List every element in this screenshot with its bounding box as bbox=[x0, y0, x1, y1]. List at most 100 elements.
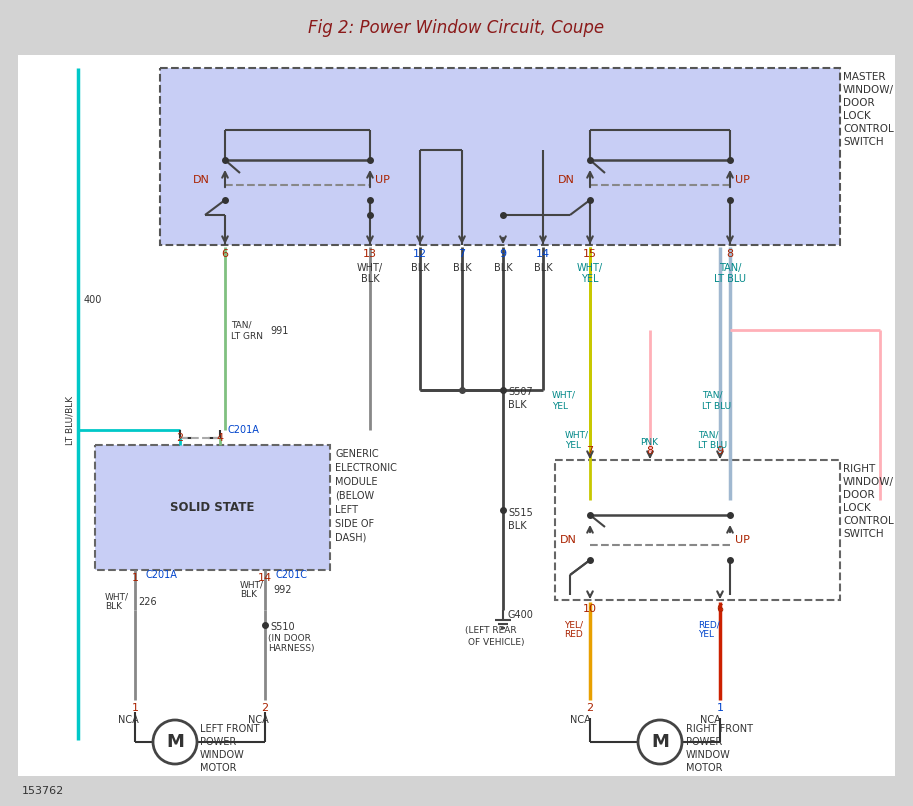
Text: PNK: PNK bbox=[640, 438, 658, 447]
Text: POWER: POWER bbox=[686, 737, 722, 747]
Bar bbox=[0, 776, 913, 806]
Text: S507: S507 bbox=[508, 387, 533, 397]
Text: (IN DOOR: (IN DOOR bbox=[268, 634, 310, 643]
Text: 12: 12 bbox=[413, 249, 427, 259]
Text: LOCK: LOCK bbox=[843, 111, 871, 121]
Text: NCA: NCA bbox=[700, 715, 720, 725]
Text: 400: 400 bbox=[84, 295, 102, 305]
Text: SWITCH: SWITCH bbox=[843, 529, 884, 539]
Text: SIDE OF: SIDE OF bbox=[335, 519, 374, 529]
Text: Fig 2: Power Window Circuit, Coupe: Fig 2: Power Window Circuit, Coupe bbox=[309, 19, 604, 37]
Text: MOTOR: MOTOR bbox=[200, 763, 236, 773]
Text: DN: DN bbox=[560, 535, 577, 545]
Text: 2: 2 bbox=[586, 703, 593, 713]
Text: OF VEHICLE): OF VEHICLE) bbox=[468, 638, 524, 647]
Text: WHT/: WHT/ bbox=[240, 580, 264, 589]
Text: G400: G400 bbox=[508, 610, 534, 620]
Text: (LEFT REAR: (LEFT REAR bbox=[465, 626, 517, 635]
Text: BLK: BLK bbox=[411, 263, 429, 273]
Text: BLK: BLK bbox=[508, 400, 527, 410]
Text: ELECTRONIC: ELECTRONIC bbox=[335, 463, 397, 473]
Text: BLK: BLK bbox=[494, 263, 512, 273]
Text: LT BLU: LT BLU bbox=[702, 402, 731, 411]
Text: 2: 2 bbox=[261, 703, 268, 713]
Text: WINDOW/: WINDOW/ bbox=[843, 477, 894, 487]
Text: YEL: YEL bbox=[582, 274, 599, 284]
Text: 9: 9 bbox=[717, 446, 724, 456]
Text: MOTOR: MOTOR bbox=[686, 763, 722, 773]
Text: WINDOW: WINDOW bbox=[686, 750, 730, 760]
Text: 14: 14 bbox=[536, 249, 550, 259]
Text: C201C: C201C bbox=[275, 570, 307, 580]
Text: DN: DN bbox=[558, 175, 575, 185]
Text: 153762: 153762 bbox=[22, 786, 64, 796]
Bar bbox=[95, 445, 330, 570]
Text: 1: 1 bbox=[717, 703, 723, 713]
Text: 1: 1 bbox=[131, 573, 139, 583]
Text: MODULE: MODULE bbox=[335, 477, 377, 487]
Text: WHT/: WHT/ bbox=[565, 430, 589, 439]
Text: RIGHT FRONT: RIGHT FRONT bbox=[686, 724, 753, 734]
Text: BLK: BLK bbox=[534, 263, 552, 273]
Text: DASH): DASH) bbox=[335, 533, 366, 543]
Text: HARNESS): HARNESS) bbox=[268, 644, 314, 653]
Text: UP: UP bbox=[375, 175, 390, 185]
Text: WINDOW: WINDOW bbox=[200, 750, 245, 760]
Text: M: M bbox=[651, 733, 669, 751]
Text: MASTER: MASTER bbox=[843, 72, 886, 82]
Text: 9: 9 bbox=[499, 249, 507, 259]
Text: SWITCH: SWITCH bbox=[843, 137, 884, 147]
Text: 226: 226 bbox=[138, 597, 157, 607]
Text: DOOR: DOOR bbox=[843, 490, 875, 500]
Text: LT BLU/BLK: LT BLU/BLK bbox=[66, 396, 75, 445]
Text: DOOR: DOOR bbox=[843, 98, 875, 108]
Text: LEFT FRONT: LEFT FRONT bbox=[200, 724, 259, 734]
Text: GENERIC: GENERIC bbox=[335, 449, 379, 459]
Text: C201A: C201A bbox=[228, 425, 260, 435]
Text: YEL: YEL bbox=[552, 402, 568, 411]
Text: 6: 6 bbox=[717, 604, 723, 614]
Text: NCA: NCA bbox=[118, 715, 139, 725]
Text: BLK: BLK bbox=[508, 521, 527, 531]
Text: LOCK: LOCK bbox=[843, 503, 871, 513]
Text: M: M bbox=[166, 733, 184, 751]
Text: BLK: BLK bbox=[453, 263, 471, 273]
Text: CONTROL: CONTROL bbox=[843, 516, 894, 526]
Text: 6: 6 bbox=[222, 249, 228, 259]
Text: TAN/: TAN/ bbox=[702, 390, 722, 399]
Text: LEFT: LEFT bbox=[335, 505, 358, 515]
Text: S515: S515 bbox=[508, 508, 533, 518]
Text: WHT/: WHT/ bbox=[577, 263, 603, 273]
Text: 14: 14 bbox=[258, 573, 272, 583]
Text: 992: 992 bbox=[273, 585, 291, 595]
Text: 7: 7 bbox=[458, 249, 466, 259]
Text: WINDOW/: WINDOW/ bbox=[843, 85, 894, 95]
Text: 8: 8 bbox=[646, 446, 654, 456]
Text: POWER: POWER bbox=[200, 737, 236, 747]
Circle shape bbox=[638, 720, 682, 764]
Text: C201A: C201A bbox=[145, 570, 177, 580]
Text: NCA: NCA bbox=[570, 715, 591, 725]
Text: UP: UP bbox=[735, 175, 750, 185]
Text: TAN/: TAN/ bbox=[698, 430, 719, 439]
Text: BLK: BLK bbox=[361, 274, 379, 284]
Bar bbox=[555, 460, 840, 600]
Text: 13: 13 bbox=[363, 249, 377, 259]
Text: CONTROL: CONTROL bbox=[843, 124, 894, 134]
Bar bbox=[0, 0, 913, 55]
Text: LT BLU: LT BLU bbox=[714, 274, 746, 284]
Text: RED/: RED/ bbox=[698, 620, 719, 629]
Bar bbox=[160, 68, 840, 245]
Text: 10: 10 bbox=[583, 604, 597, 614]
Text: DN: DN bbox=[193, 175, 210, 185]
Text: RED: RED bbox=[564, 630, 582, 639]
Text: UP: UP bbox=[735, 535, 750, 545]
Text: TAN/: TAN/ bbox=[719, 263, 741, 273]
Text: WHT/: WHT/ bbox=[357, 263, 383, 273]
Text: LT GRN: LT GRN bbox=[231, 332, 263, 341]
Text: BLK: BLK bbox=[240, 590, 257, 599]
Text: WHT/: WHT/ bbox=[105, 592, 129, 601]
Text: SOLID STATE: SOLID STATE bbox=[171, 501, 255, 514]
Text: NCA: NCA bbox=[248, 715, 268, 725]
Text: YEL/: YEL/ bbox=[564, 620, 583, 629]
